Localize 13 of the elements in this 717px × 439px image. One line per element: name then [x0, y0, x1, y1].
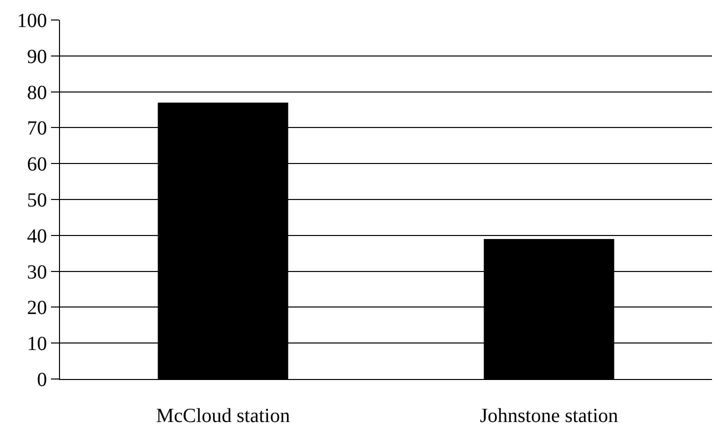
y-tick-label: 30	[27, 261, 47, 284]
y-tick-label: 20	[27, 297, 47, 320]
x-tick-label: Johnstone station	[480, 405, 618, 427]
y-tick-label: 60	[27, 154, 47, 176]
y-tick-label: 10	[27, 333, 47, 356]
x-tick-label: McCloud station	[156, 405, 290, 427]
y-tick-label: 50	[27, 190, 47, 212]
y-tick-label: 90	[27, 46, 47, 68]
y-tick-label: 70	[27, 118, 47, 140]
y-tick-label: 0	[37, 369, 47, 391]
y-tick-label: 100	[17, 10, 47, 32]
y-tick-label: 80	[27, 82, 47, 104]
y-tick-label: 40	[27, 225, 47, 248]
